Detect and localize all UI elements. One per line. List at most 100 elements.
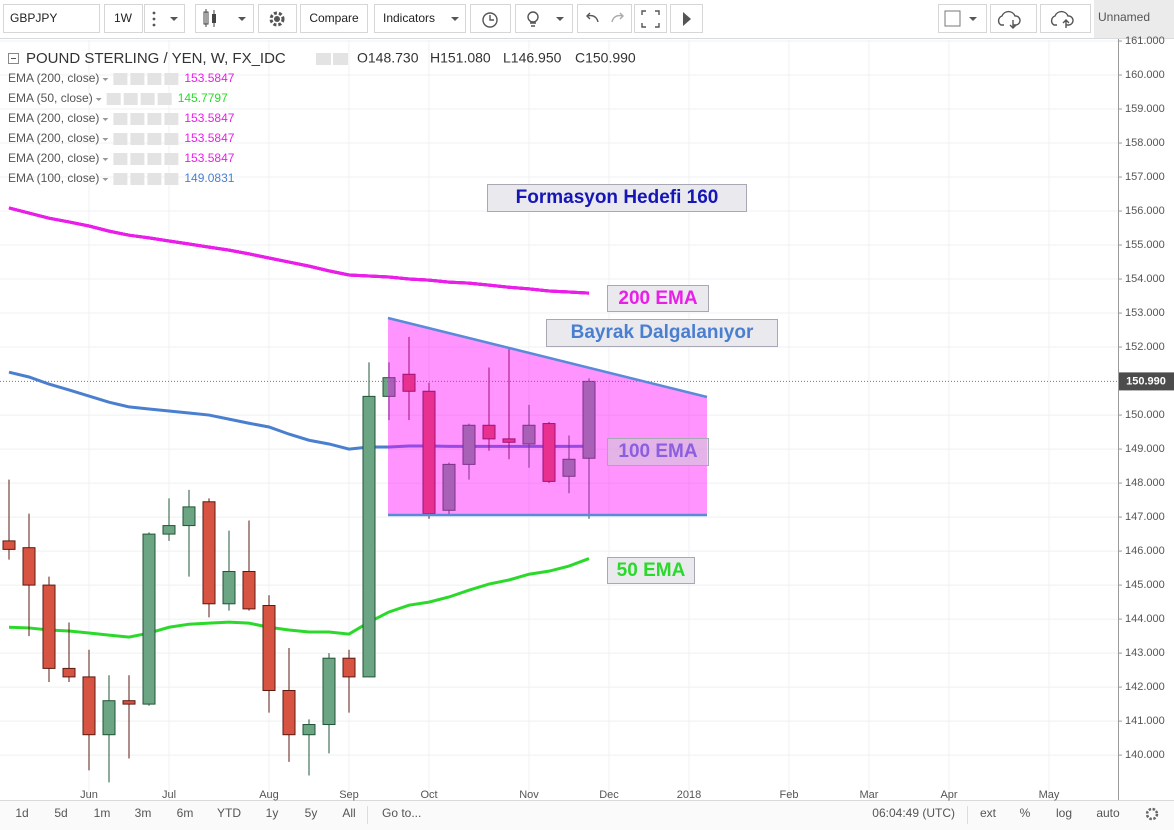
legend-name: EMA (200, close)	[8, 71, 99, 85]
y-tick-label: 157.000	[1125, 171, 1165, 183]
legend-icon	[113, 173, 128, 185]
candle-body	[262, 604, 276, 692]
replay-button[interactable]	[670, 4, 703, 33]
interval[interactable]: 1W	[114, 11, 133, 25]
legend-caret	[102, 178, 109, 181]
annotation-box	[546, 319, 778, 347]
y-ticks: 140.000 141.000 142.000 143.000 144.000 145.0…	[1118, 35, 1174, 761]
candle-body	[102, 700, 116, 736]
range-button[interactable]: 6m	[177, 806, 194, 820]
legend-icon	[130, 153, 145, 165]
range-button[interactable]: 5d	[54, 806, 67, 820]
icon-box	[316, 53, 331, 65]
indicators[interactable]: Indicators	[383, 11, 435, 25]
indicators-button[interactable]	[374, 4, 466, 33]
bottom-bg	[0, 800, 1174, 830]
legend-icon	[130, 73, 145, 85]
ohlc-open: O148.730	[357, 50, 419, 66]
y-tick-label: 140.000	[1125, 749, 1165, 761]
legend-icon	[113, 73, 128, 85]
option-button[interactable]: ext	[980, 806, 997, 820]
candle-body	[322, 657, 336, 726]
goto-button[interactable]: Go to...	[382, 806, 421, 820]
x-tick-label: Nov	[519, 789, 539, 801]
range-button[interactable]: 1d	[15, 806, 28, 820]
annotation: 50 EMA	[617, 560, 686, 581]
option-button[interactable]: log	[1056, 806, 1072, 820]
symbol[interactable]: GBPJPY	[10, 11, 57, 25]
legend-value: 153.5847	[184, 111, 234, 125]
option-button[interactable]: auto	[1096, 806, 1120, 820]
legend-caret	[102, 118, 109, 121]
x-tick-label: Oct	[420, 789, 437, 801]
range-button[interactable]: YTD	[217, 806, 241, 820]
x-tick-label: Feb	[780, 789, 799, 801]
toolbar: GBPJPY 1W Compare Indicators	[0, 0, 1174, 39]
candle-body	[62, 667, 76, 678]
dot	[152, 23, 156, 27]
x-tick-label: Aug	[259, 789, 279, 801]
annotation: Bayrak Dalgalanıyor	[571, 322, 754, 343]
layout-button[interactable]	[1094, 0, 1174, 38]
range-button[interactable]: 5y	[305, 806, 318, 820]
candle-body	[222, 570, 236, 605]
legend-icon	[147, 153, 162, 165]
legend-caret	[102, 78, 109, 81]
alarm-hands	[489, 15, 494, 21]
legend-value: 149.0831	[184, 171, 234, 185]
gear-center	[274, 16, 280, 22]
range-button[interactable]: 1m	[94, 806, 111, 820]
save-button[interactable]	[1040, 4, 1091, 33]
range-button[interactable]: 1y	[266, 806, 279, 820]
y-tick-label: 146.000	[1125, 545, 1165, 557]
undo-icon	[586, 12, 599, 23]
candle-body	[382, 377, 396, 397]
candle-body	[482, 424, 496, 440]
fullscreen-button[interactable]	[634, 4, 667, 33]
interval-button[interactable]	[104, 4, 143, 33]
undo-redo[interactable]	[577, 4, 632, 33]
settings-icon[interactable]	[1145, 807, 1159, 821]
compare-button[interactable]	[300, 4, 368, 33]
candle-body	[362, 395, 376, 678]
play-icon	[683, 12, 691, 26]
bulb-icon	[527, 11, 539, 23]
annotation-box	[487, 184, 747, 212]
y-tick-label: 154.000	[1125, 273, 1165, 285]
legend-value: 153.5847	[184, 131, 234, 145]
candle-body	[402, 373, 416, 392]
ema-line	[8, 557, 590, 639]
legend-name: EMA (50, close)	[8, 91, 93, 105]
symbol-box[interactable]	[3, 4, 100, 33]
legend-caret	[102, 158, 109, 161]
ideas-button[interactable]	[515, 4, 573, 33]
legend-icon	[164, 153, 179, 165]
y-tick-label: 141.000	[1125, 715, 1165, 727]
last-price-box	[1119, 372, 1174, 391]
legend-icon	[113, 113, 128, 125]
candle-body	[302, 724, 316, 736]
candle-body	[182, 506, 196, 527]
candles-icon	[203, 9, 216, 27]
legend-icon	[113, 153, 128, 165]
candle-body	[342, 657, 356, 678]
annotations: Formasyon Hedefi 160 200 EMA Bayrak Dalg…	[487, 184, 778, 584]
ema-line	[8, 370, 590, 451]
interval-menu[interactable]	[144, 4, 185, 33]
legend-caret	[102, 138, 109, 141]
layout-name[interactable]: Unnamed	[1098, 10, 1150, 24]
caret	[969, 17, 977, 21]
legend-icon	[147, 173, 162, 185]
legend-icon	[130, 173, 145, 185]
gear-icon	[269, 11, 285, 27]
x-tick-label: Sep	[339, 789, 359, 801]
compare[interactable]: Compare	[309, 11, 359, 25]
range-button[interactable]: All	[342, 806, 355, 820]
dot	[152, 17, 156, 21]
option-button[interactable]: %	[1020, 806, 1031, 820]
bottom-bar: Jun Jul Aug Sep Oct Nov Dec 2018 Feb Mar Apr May 1d…	[0, 789, 1174, 830]
ohlc-close: C150.990	[575, 50, 636, 66]
caret	[238, 17, 246, 21]
range-button[interactable]: 3m	[135, 806, 152, 820]
